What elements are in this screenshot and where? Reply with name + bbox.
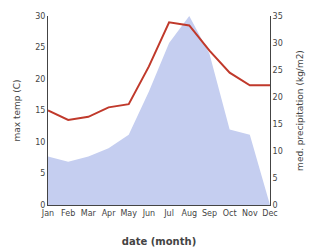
svg-text:Jan: Jan	[41, 209, 54, 218]
svg-text:Jul: Jul	[163, 209, 174, 218]
svg-text:Oct: Oct	[223, 209, 237, 218]
svg-text:25: 25	[35, 43, 45, 52]
svg-text:20: 20	[273, 93, 283, 102]
svg-text:30: 30	[273, 39, 283, 48]
svg-text:med. precipitation (kg/m2): med. precipitation (kg/m2)	[295, 50, 305, 171]
svg-text:Feb: Feb	[61, 209, 75, 218]
svg-text:0: 0	[273, 201, 278, 210]
svg-text:Dec: Dec	[262, 209, 277, 218]
svg-text:Mar: Mar	[81, 209, 97, 218]
svg-text:May: May	[120, 209, 137, 218]
svg-text:35: 35	[273, 12, 283, 21]
svg-text:5: 5	[273, 174, 278, 183]
svg-text:10: 10	[273, 147, 283, 156]
svg-text:30: 30	[35, 12, 45, 21]
svg-text:date (month): date (month)	[122, 236, 196, 247]
svg-text:max temp (C): max temp (C)	[12, 79, 22, 141]
svg-text:Apr: Apr	[102, 209, 117, 218]
svg-text:0: 0	[40, 201, 45, 210]
svg-text:15: 15	[273, 120, 283, 129]
svg-text:15: 15	[35, 106, 45, 115]
svg-text:Nov: Nov	[242, 209, 258, 218]
svg-text:5: 5	[40, 169, 45, 178]
svg-text:Jun: Jun	[142, 209, 156, 218]
svg-text:10: 10	[35, 138, 45, 147]
svg-text:25: 25	[273, 66, 283, 75]
svg-text:20: 20	[35, 75, 45, 84]
svg-text:Aug: Aug	[181, 209, 197, 218]
svg-text:Sep: Sep	[202, 209, 217, 218]
